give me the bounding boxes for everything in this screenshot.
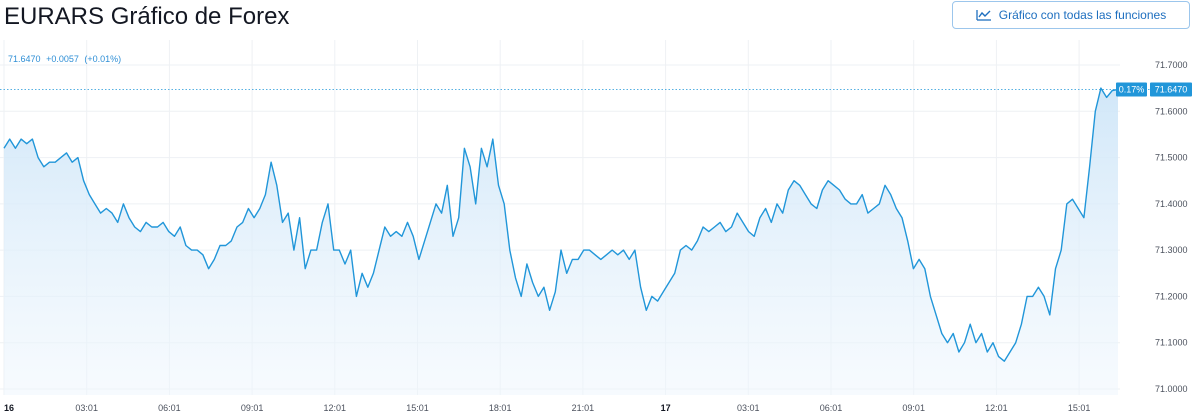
y-tick-label: 71.0000	[1155, 384, 1188, 394]
x-tick-label: 12:01	[985, 403, 1008, 413]
price-legend: 71.6470 +0.0057 (+0.01%)	[8, 54, 124, 64]
line-chart-icon	[976, 9, 992, 21]
last-price-value: 71.6470	[1155, 85, 1188, 95]
full-chart-button-label: Gráfico con todas las funciones	[998, 8, 1167, 22]
last-price-tag: 0.17% 71.6470	[1116, 82, 1192, 97]
last-price-pct: 0.17%	[1119, 85, 1145, 95]
y-tick-label: 71.2000	[1155, 291, 1188, 301]
x-tick-label: 15:01	[406, 403, 429, 413]
x-tick-label: 12:01	[324, 403, 347, 413]
legend-change: +0.0057	[46, 54, 79, 64]
x-tick-label: 16	[4, 403, 14, 413]
price-line	[3, 87, 1119, 362]
y-tick-label: 71.3000	[1155, 245, 1188, 255]
x-tick-label: 06:01	[158, 403, 181, 413]
x-tick-label: 03:01	[737, 403, 760, 413]
x-tick-label: 06:01	[820, 403, 843, 413]
chart-area[interactable]: 71.7000 71.6000 71.5000 71.4000 71.3000 71.20…	[0, 40, 1200, 419]
legend-price: 71.6470	[8, 54, 41, 64]
y-tick-label: 71.4000	[1155, 199, 1188, 209]
x-tick-label: 03:01	[75, 403, 98, 413]
legend-change-pct: (+0.01%)	[84, 54, 122, 64]
y-tick-label: 71.5000	[1155, 153, 1188, 163]
x-tick-label: 09:01	[902, 403, 925, 413]
x-tick-label: 21:01	[572, 403, 595, 413]
y-tick-label: 71.6000	[1155, 106, 1188, 116]
x-tick-label: 09:01	[241, 403, 264, 413]
price-chart[interactable]: 71.7000 71.6000 71.5000 71.4000 71.3000 71.20…	[0, 40, 1200, 419]
x-tick-label: 18:01	[489, 403, 512, 413]
x-tick-label: 15:01	[1068, 403, 1091, 413]
full-chart-button[interactable]: Gráfico con todas las funciones	[952, 1, 1190, 29]
page-title: EURARS Gráfico de Forex	[4, 3, 290, 30]
x-tick-label: 17	[661, 403, 671, 413]
y-tick-label: 71.7000	[1155, 60, 1188, 70]
y-tick-label: 71.1000	[1155, 338, 1188, 348]
price-area	[4, 88, 1118, 395]
